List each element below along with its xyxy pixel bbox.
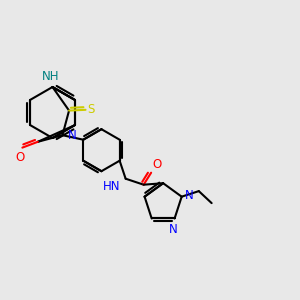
Text: NH: NH [42, 70, 60, 83]
Text: HN: HN [103, 180, 120, 193]
Text: N: N [68, 129, 76, 142]
Text: O: O [153, 158, 162, 171]
Text: S: S [87, 103, 94, 116]
Text: O: O [15, 151, 25, 164]
Text: N: N [185, 189, 194, 202]
Text: N: N [169, 223, 178, 236]
